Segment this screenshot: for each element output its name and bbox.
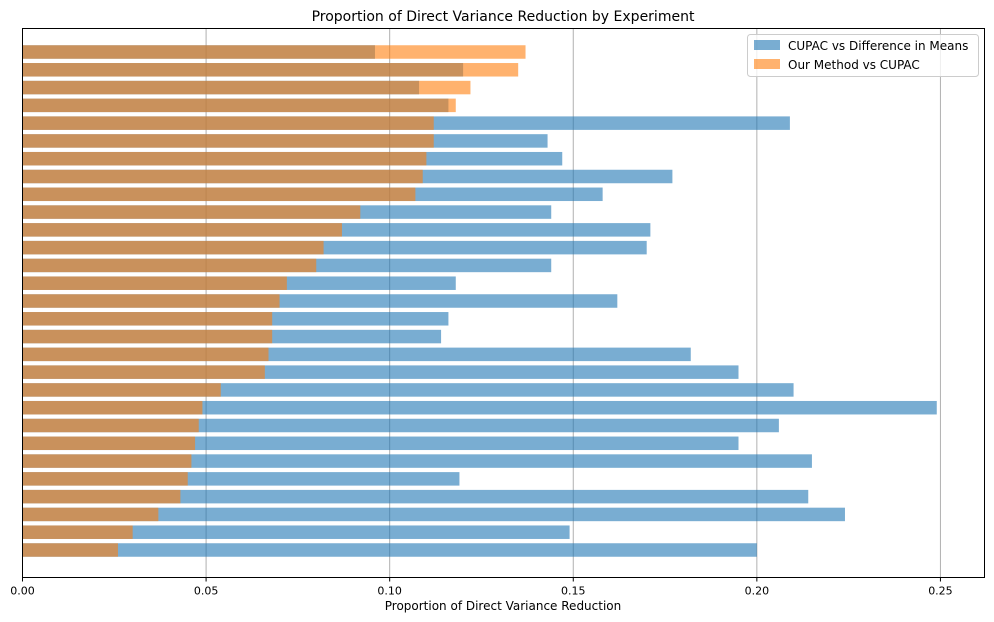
bar-our-method-vs-cupac (22, 347, 269, 362)
bar-our-method-vs-cupac (22, 223, 342, 237)
bar-our-method-vs-cupac (22, 294, 280, 308)
bar-our-method-vs-cupac (22, 543, 118, 557)
x-tick-label: 0.10 (377, 585, 402, 598)
x-tick-label: 0.15 (561, 585, 586, 598)
bar-our-method-vs-cupac (22, 116, 434, 130)
bar-our-method-vs-cupac (22, 276, 287, 290)
bar-cupac-vs-diff-means (22, 543, 757, 557)
bar-cupac-vs-diff-means (22, 489, 809, 504)
bar-our-method-vs-cupac (22, 329, 273, 344)
bar-our-method-vs-cupac (22, 507, 159, 522)
bar-cupac-vs-diff-means (22, 525, 570, 539)
ticks-layer: 0.00 0.05 0.10 0.15 0.20 0.25 (10, 577, 953, 598)
bar-our-method-vs-cupac (22, 45, 526, 59)
bar-cupac-vs-diff-means (22, 400, 937, 415)
bar-our-method-vs-cupac (22, 525, 133, 539)
bar-cupac-vs-diff-means (22, 454, 812, 468)
bar-cupac-vs-diff-means (22, 436, 739, 451)
bar-our-method-vs-cupac (22, 151, 427, 166)
bar-cupac-vs-diff-means (22, 507, 845, 522)
legend-swatch-our-method (754, 59, 780, 69)
bar-our-method-vs-cupac (22, 454, 192, 468)
legend-swatch-cupac (754, 40, 780, 50)
legend: CUPAC vs Difference in Means Our Method … (747, 34, 979, 77)
bar-our-method-vs-cupac (22, 187, 416, 202)
bar-our-method-vs-cupac (22, 489, 181, 504)
chart-title: Proportion of Direct Variance Reduction … (312, 9, 695, 25)
bar-our-method-vs-cupac (22, 436, 196, 451)
x-tick-label: 0.05 (194, 585, 219, 598)
bar-our-method-vs-cupac (22, 400, 203, 415)
bar-our-method-vs-cupac (22, 169, 423, 184)
x-tick-label: 0.25 (928, 585, 953, 598)
bar-our-method-vs-cupac (22, 98, 456, 113)
x-axis-label: Proportion of Direct Variance Reduction (385, 599, 622, 613)
bar-our-method-vs-cupac (22, 383, 221, 397)
bar-cupac-vs-diff-means (22, 418, 779, 433)
bar-our-method-vs-cupac (22, 240, 324, 255)
bars-layer (22, 45, 937, 557)
bar-our-method-vs-cupac (22, 63, 519, 77)
bar-our-method-vs-cupac (22, 258, 317, 273)
bar-our-method-vs-cupac (22, 365, 265, 379)
bar-our-method-vs-cupac (22, 472, 188, 486)
x-tick-label: 0.20 (745, 585, 770, 598)
bar-our-method-vs-cupac (22, 418, 199, 433)
bar-our-method-vs-cupac (22, 312, 273, 326)
legend-frame (747, 34, 979, 77)
legend-label-cupac: CUPAC vs Difference in Means (788, 39, 968, 53)
bar-our-method-vs-cupac (22, 205, 361, 219)
plot-frame (22, 28, 985, 578)
x-tick-label: 0.00 (10, 585, 35, 598)
bar-our-method-vs-cupac (22, 80, 471, 95)
bar-our-method-vs-cupac (22, 134, 434, 148)
legend-label-our-method: Our Method vs CUPAC (788, 58, 920, 72)
